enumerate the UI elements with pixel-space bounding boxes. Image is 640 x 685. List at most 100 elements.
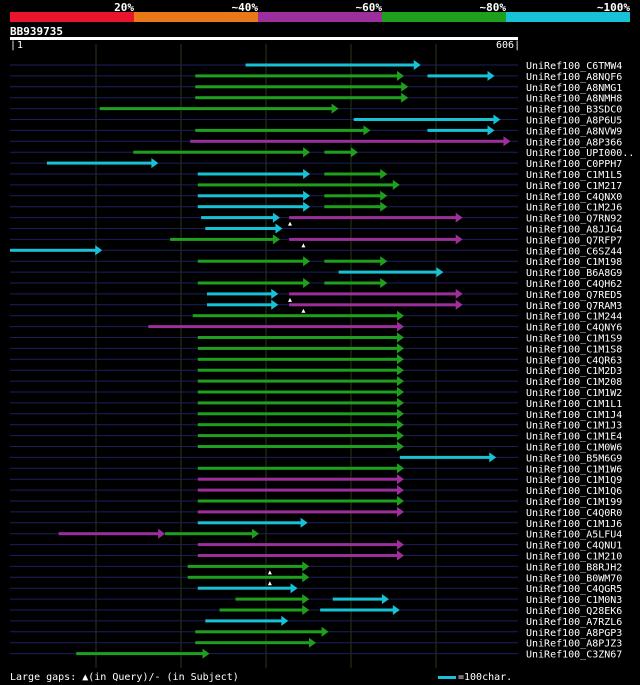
hit-label[interactable]: UniRef100_A8NMH8 — [526, 94, 622, 105]
hit-row-UniRef100_Q28EK6[interactable]: UniRef100_Q28EK6 — [10, 605, 622, 617]
hit-label[interactable]: UniRef100_C1M1W2 — [526, 388, 622, 399]
hit-row-UniRef100_A8P6U5[interactable]: UniRef100_A8P6U5 — [10, 114, 622, 127]
hit-label[interactable]: UniRef100_Q7RED5 — [526, 290, 622, 301]
hit-row-UniRef100_Q7RN92[interactable]: UniRef100_Q7RN92 — [10, 212, 622, 226]
hit-row-UniRef100_A7RZL6[interactable]: UniRef100_A7RZL6 — [10, 615, 622, 628]
hit-row-UniRef100_C1M198[interactable]: UniRef100_C1M198 — [10, 256, 622, 268]
hit-segment[interactable] — [289, 303, 457, 307]
hit-row-UniRef100_UPI000..[interactable]: UniRef100_UPI000.. — [10, 147, 634, 159]
hit-row-UniRef100_C3ZN67[interactable]: UniRef100_C3ZN67 — [10, 648, 622, 661]
hit-segment[interactable] — [133, 150, 305, 154]
hit-segment[interactable] — [197, 554, 398, 557]
hit-label[interactable]: UniRef100_C4QGR5 — [526, 584, 622, 595]
hit-segment[interactable] — [197, 466, 398, 470]
hit-segment[interactable] — [197, 390, 398, 394]
hit-label[interactable]: UniRef100_C4QNU1 — [526, 541, 622, 552]
hit-label[interactable]: UniRef100_C1M1L5 — [526, 170, 622, 181]
hit-row-UniRef100_C4QGR5[interactable]: UniRef100_C4QGR5 — [10, 583, 622, 595]
hit-label[interactable]: UniRef100_C4QNY6 — [526, 323, 622, 334]
hit-segment[interactable] — [353, 118, 495, 121]
hit-label[interactable]: UniRef100_C1M217 — [526, 181, 622, 192]
hit-row-UniRef100_C4QNU1[interactable]: UniRef100_C4QNU1 — [10, 539, 622, 552]
hit-segment[interactable] — [76, 652, 204, 656]
hit-label[interactable]: UniRef100_Q7RN92 — [526, 214, 622, 225]
hit-label[interactable]: UniRef100_C1M1S8 — [526, 344, 622, 355]
hit-label[interactable]: UniRef100_C1M244 — [526, 312, 622, 323]
hit-label[interactable]: UniRef100_C3ZN67 — [526, 650, 622, 661]
hit-row-UniRef100_A8NQF6[interactable]: UniRef100_A8NQF6 — [10, 70, 622, 83]
hit-segment[interactable] — [245, 63, 415, 67]
hit-label[interactable]: UniRef100_A8NVW9 — [526, 126, 622, 137]
hit-row-UniRef100_C1M1L5[interactable]: UniRef100_C1M1L5 — [10, 169, 622, 181]
hit-segment[interactable] — [197, 357, 398, 361]
hit-segment[interactable] — [427, 74, 489, 78]
hit-row-UniRef100_C1M1J6[interactable]: UniRef100_C1M1J6 — [10, 517, 622, 530]
hit-label[interactable]: UniRef100_C1M2J6 — [526, 203, 622, 214]
hit-label[interactable]: UniRef100_C6SZ44 — [526, 246, 622, 257]
hit-segment[interactable] — [197, 379, 398, 383]
hit-segment[interactable] — [197, 477, 398, 481]
hit-segment[interactable] — [165, 532, 253, 536]
hit-segment[interactable] — [197, 205, 305, 209]
hit-segment[interactable] — [332, 597, 383, 601]
hit-segment[interactable] — [197, 259, 305, 263]
hit-segment[interactable] — [427, 128, 489, 132]
hit-segment[interactable] — [324, 259, 382, 263]
hit-segment[interactable] — [324, 172, 382, 176]
hit-row-UniRef100_C1M1L1[interactable]: UniRef100_C1M1L1 — [10, 397, 622, 410]
hit-row-UniRef100_C1M1S9[interactable]: UniRef100_C1M1S9 — [10, 332, 622, 345]
hit-label[interactable]: UniRef100_C6TMW4 — [526, 61, 622, 72]
hit-segment[interactable] — [197, 401, 398, 405]
hit-segment[interactable] — [197, 183, 394, 187]
hit-label[interactable]: UniRef100_A8PGP3 — [526, 628, 622, 639]
hit-label[interactable]: UniRef100_C4QR63 — [526, 355, 622, 366]
hit-label[interactable]: UniRef100_C1M1W6 — [526, 464, 622, 475]
hit-label[interactable]: UniRef100_C0PPH7 — [526, 159, 622, 170]
hit-segment[interactable] — [197, 346, 398, 350]
hit-row-UniRef100_C1M1J4[interactable]: UniRef100_C1M1J4 — [10, 408, 622, 421]
hit-row-UniRef100_C1M208[interactable]: UniRef100_C1M208 — [10, 376, 622, 388]
hit-label[interactable]: UniRef100_C1M1Q6 — [526, 486, 622, 497]
hit-segment[interactable] — [205, 619, 283, 623]
hit-row-UniRef100_C1M1J3[interactable]: UniRef100_C1M1J3 — [10, 419, 622, 432]
hit-label[interactable]: UniRef100_UPI000.. — [526, 148, 634, 159]
hit-row-UniRef100_A8PJZ3[interactable]: UniRef100_A8PJZ3 — [10, 637, 622, 650]
hit-segment[interactable] — [195, 96, 403, 100]
hit-segment[interactable] — [195, 128, 365, 132]
hit-segment[interactable] — [324, 150, 352, 154]
hit-label[interactable]: UniRef100_C1M0N3 — [526, 595, 622, 606]
hit-row-UniRef100_A5LFU4[interactable]: UniRef100_A5LFU4 — [10, 528, 622, 541]
hit-label[interactable]: UniRef100_C1M0W6 — [526, 443, 622, 454]
hit-segment[interactable] — [205, 227, 277, 230]
hit-segment[interactable] — [197, 445, 398, 448]
hit-label[interactable]: UniRef100_A8PJZ3 — [526, 639, 622, 650]
hit-label[interactable]: UniRef100_C1M1Q9 — [526, 475, 622, 486]
hit-row-UniRef100_A8P366[interactable]: UniRef100_A8P366 — [10, 136, 622, 148]
hit-segment[interactable] — [197, 368, 398, 372]
hit-row-UniRef100_C1M210[interactable]: UniRef100_C1M210 — [10, 550, 622, 563]
hit-row-UniRef100_B8RJH2[interactable]: UniRef100_B8RJH2 — [10, 561, 622, 575]
hit-label[interactable]: UniRef100_A8P6U5 — [526, 116, 622, 127]
hit-row-UniRef100_B3SDC0[interactable]: UniRef100_B3SDC0 — [10, 103, 622, 116]
hit-label[interactable]: UniRef100_C4QH62 — [526, 279, 622, 290]
hit-label[interactable]: UniRef100_Q28EK6 — [526, 606, 622, 617]
hit-row-UniRef100_C1M1Q9[interactable]: UniRef100_C1M1Q9 — [10, 474, 622, 486]
hit-segment[interactable] — [197, 423, 398, 427]
hit-segment[interactable] — [399, 455, 491, 459]
hit-label[interactable]: UniRef100_C1M210 — [526, 552, 622, 563]
hit-segment[interactable] — [192, 314, 398, 318]
hit-row-UniRef100_C4QNX0[interactable]: UniRef100_C4QNX0 — [10, 190, 622, 203]
hit-row-UniRef100_C4Q0R0[interactable]: UniRef100_C4Q0R0 — [10, 506, 622, 519]
hit-segment[interactable] — [338, 270, 438, 274]
hit-row-UniRef100_C1M244[interactable]: UniRef100_C1M244 — [10, 310, 622, 323]
hit-segment[interactable] — [46, 161, 153, 165]
hit-row-UniRef100_B5M6G9[interactable]: UniRef100_B5M6G9 — [10, 452, 622, 464]
hit-segment[interactable] — [324, 205, 382, 209]
hit-segment[interactable] — [197, 586, 292, 590]
hit-segment[interactable] — [219, 608, 304, 612]
hit-segment[interactable] — [197, 510, 398, 514]
hit-segment[interactable] — [324, 281, 382, 285]
hit-label[interactable]: UniRef100_A8NQF6 — [526, 72, 622, 83]
hit-row-UniRef100_C1M1E4[interactable]: UniRef100_C1M1E4 — [10, 430, 622, 443]
hit-row-UniRef100_C1M1W2[interactable]: UniRef100_C1M1W2 — [10, 387, 622, 399]
